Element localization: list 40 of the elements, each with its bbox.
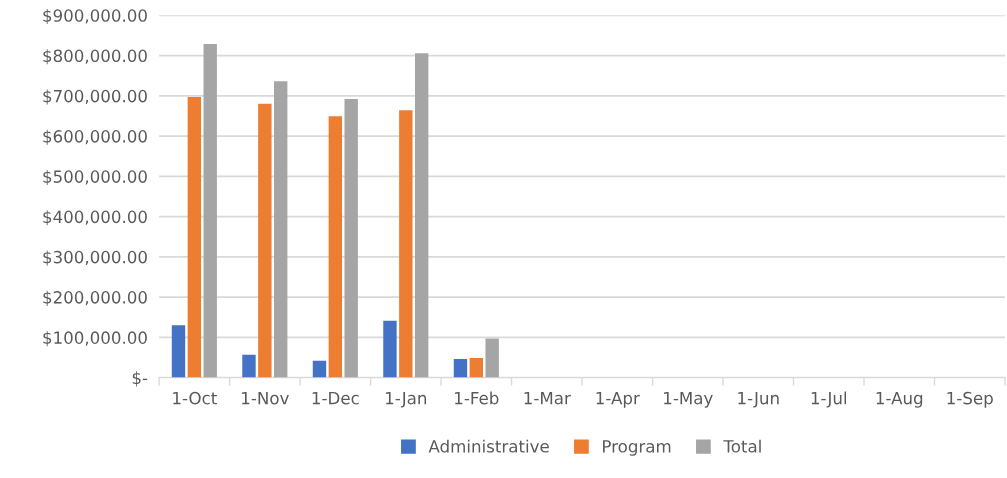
bar bbox=[312, 360, 327, 378]
x-tick-label: 1-Oct bbox=[173, 391, 217, 405]
legend-label: Administrative bbox=[428, 439, 549, 453]
y-tick-label: $100,000.00 bbox=[43, 331, 147, 347]
x-tick-label: 1-Jul bbox=[811, 391, 847, 408]
bar bbox=[399, 110, 413, 378]
bar bbox=[344, 99, 358, 378]
bar bbox=[383, 320, 397, 378]
y-tick-label: $800,000.00 bbox=[43, 49, 147, 65]
y-tick-label: $300,000.00 bbox=[43, 250, 147, 266]
bar bbox=[203, 43, 217, 378]
bar bbox=[485, 338, 499, 378]
x-tick-label: 1-Aug bbox=[876, 392, 923, 408]
bar bbox=[469, 357, 484, 378]
bar bbox=[453, 359, 468, 378]
bar bbox=[274, 81, 288, 378]
bar bbox=[242, 354, 256, 378]
bar bbox=[187, 97, 202, 378]
y-tick-label: $400,000.00 bbox=[43, 210, 147, 226]
y-tick-label: $- bbox=[132, 371, 148, 387]
x-tick-label: 1-Sep bbox=[947, 391, 993, 408]
y-tick-label: $200,000.00 bbox=[43, 290, 147, 306]
legend-label: Program bbox=[603, 440, 671, 456]
y-tick-label: $600,000.00 bbox=[43, 129, 147, 145]
bar bbox=[328, 116, 343, 378]
x-tick-label: 1-Feb bbox=[455, 391, 499, 405]
x-tick-label: 1-Jun bbox=[738, 392, 779, 408]
x-tick-label: 1-Nov bbox=[242, 392, 289, 405]
x-tick-label: 1-Jan bbox=[386, 392, 427, 408]
y-tick-label: $500,000.00 bbox=[43, 170, 147, 186]
x-tick-label: 1-Apr bbox=[596, 392, 640, 408]
bar bbox=[171, 325, 186, 378]
y-tick-label: $700,000.00 bbox=[43, 89, 147, 105]
legend-label: Total bbox=[723, 439, 761, 453]
x-tick-label: 1-Dec bbox=[312, 392, 359, 405]
x-tick-label: 1-May bbox=[664, 392, 713, 408]
x-tick-label: 1-Mar bbox=[524, 392, 571, 405]
bar bbox=[414, 53, 429, 378]
bar bbox=[258, 103, 272, 378]
y-tick-label: $900,000.00 bbox=[43, 8, 147, 25]
